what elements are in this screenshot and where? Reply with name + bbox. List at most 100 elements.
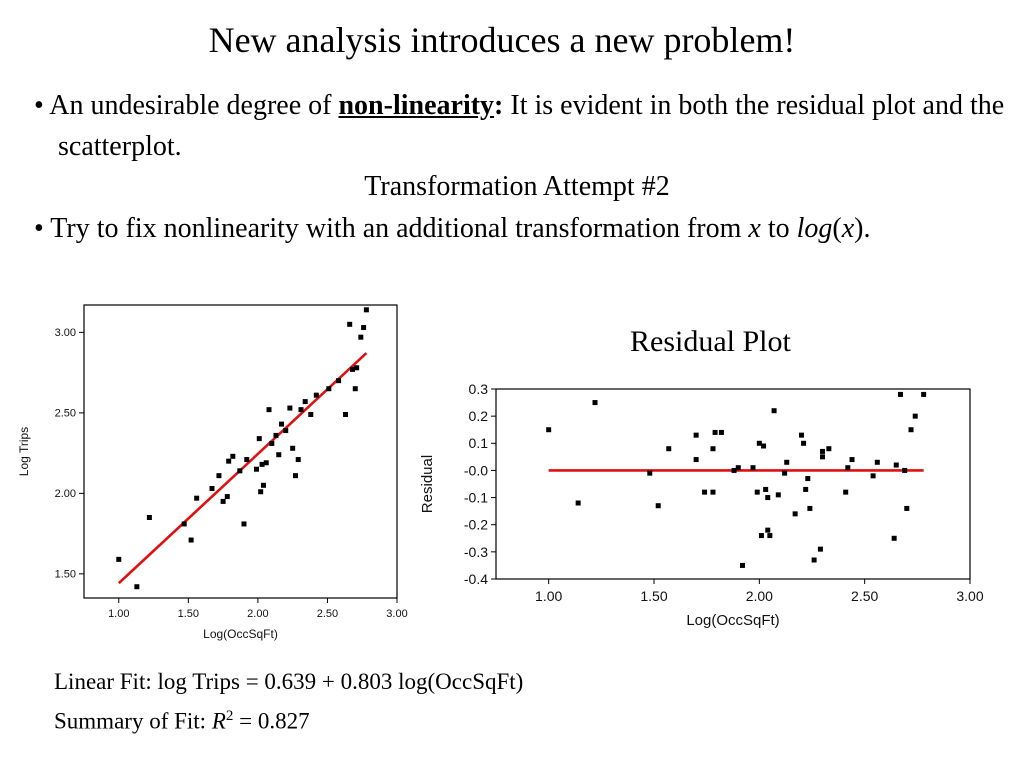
data-point: [817, 546, 823, 552]
data-point: [287, 405, 293, 411]
data-point: [784, 459, 790, 465]
data-point: [908, 427, 914, 433]
data-point: [361, 325, 367, 331]
data-point: [718, 429, 724, 435]
data-point: [843, 489, 849, 495]
data-point: [273, 432, 279, 438]
r-squared-value: = 0.827: [233, 708, 310, 734]
summary-of-fit-label: Summary of Fit:: [54, 708, 212, 734]
bullet-1-pre: An undesirable degree of: [49, 90, 339, 121]
data-point: [258, 489, 264, 495]
y-tick-label: 0.3: [469, 381, 489, 397]
bullet-nonlinearity: • An undesirable degree of non-linearity…: [34, 90, 1005, 162]
data-point: [209, 486, 215, 492]
bullet-2-x-arg: x: [841, 213, 855, 244]
x-tick-label: 2.00: [247, 608, 268, 620]
transformation-subtitle: Transformation Attempt #2: [364, 171, 670, 202]
summary-of-fit: Summary of Fit: R2 = 0.827: [54, 699, 523, 739]
fit-line: [117, 352, 368, 585]
data-point: [763, 486, 769, 492]
data-point: [771, 408, 777, 414]
data-point: [592, 400, 598, 406]
data-point: [731, 467, 737, 473]
data-point: [276, 452, 282, 458]
data-point: [904, 505, 910, 511]
data-point: [702, 489, 708, 495]
data-point: [241, 521, 247, 527]
bullet-2-paren-close: ).: [854, 213, 871, 244]
data-point: [326, 386, 332, 392]
data-point: [805, 476, 811, 482]
y-tick-label: 2.50: [55, 408, 76, 420]
data-point: [756, 440, 762, 446]
data-point: [263, 460, 269, 466]
bullet-2-mid: to: [760, 213, 797, 244]
data-point: [758, 533, 764, 539]
x-tick-label: 3.00: [386, 608, 407, 620]
data-point: [712, 429, 718, 435]
data-point: [256, 436, 262, 442]
data-point: [269, 440, 275, 446]
y-tick-label: 3.00: [55, 327, 76, 339]
scatterplot-log-trips: 1.00 1.50 2.00 2.50 3.00 1.50 2.00 2.50 3.00 Log(…: [17, 304, 408, 641]
data-point: [820, 448, 826, 454]
data-point: [290, 445, 296, 451]
x-tick-label: 1.00: [108, 608, 129, 620]
data-point: [283, 428, 289, 434]
bullet-2-paren-open: (: [832, 213, 842, 244]
data-point: [313, 392, 319, 398]
data-point: [761, 443, 767, 449]
y-tick-label: -0.4: [464, 571, 488, 587]
y-tick-label: -0.0: [464, 462, 488, 478]
data-point: [765, 527, 771, 533]
r-squared-exponent: 2: [225, 708, 234, 724]
data-point: [546, 427, 552, 433]
bullet-log-transform: • Try to fix nonlinearity with an additi…: [34, 213, 871, 244]
plot-frame: [495, 388, 971, 580]
data-point: [266, 407, 272, 413]
data-point: [807, 505, 813, 511]
y-tick-label: -0.2: [464, 517, 488, 533]
r-squared-symbol: R: [211, 708, 226, 734]
bullet-2-pre: Try to fix nonlinearity with an addition…: [50, 213, 749, 244]
data-point: [216, 473, 222, 479]
data-point: [134, 584, 140, 590]
linear-fit-equation: Linear Fit: log Trips = 0.639 + 0.803 lo…: [54, 669, 524, 694]
data-point: [693, 432, 699, 438]
data-point: [116, 556, 122, 562]
data-point: [775, 492, 781, 498]
data-point: [693, 457, 699, 463]
data-point: [912, 413, 918, 419]
data-point: [575, 500, 581, 506]
residual-plot: 1.00 1.50 2.00 2.50 3.00 0.3 0.2 0.1 -0.0 -0.1 -0.…: [419, 381, 984, 629]
data-point: [798, 432, 804, 438]
data-point: [893, 462, 899, 468]
y-axis-label: Log Trips: [17, 427, 31, 476]
plot-frame: [83, 304, 398, 599]
y-tick-label: 2.00: [55, 488, 76, 500]
data-point: [891, 535, 897, 541]
data-point: [792, 511, 798, 517]
data-point: [146, 515, 152, 521]
data-point: [765, 495, 771, 501]
data-point: [735, 465, 741, 471]
data-point: [347, 321, 353, 327]
x-tick-label: 1.50: [178, 608, 199, 620]
data-point: [710, 489, 716, 495]
data-point: [292, 473, 298, 479]
data-point: [220, 498, 226, 504]
data-point: [279, 421, 285, 427]
data-point: [343, 411, 349, 417]
data-point: [237, 468, 243, 474]
y-tick-label: -0.3: [464, 544, 488, 560]
data-point: [298, 407, 304, 413]
x-tick-label: 2.00: [746, 588, 773, 604]
data-point: [188, 537, 194, 543]
x-tick-label: 1.50: [640, 588, 667, 604]
data-point: [363, 307, 369, 313]
x-tick-label: 2.50: [317, 608, 338, 620]
data-point: [826, 446, 832, 452]
data-point: [358, 334, 364, 340]
data-point: [349, 366, 355, 372]
x-tick-label: 1.00: [535, 588, 562, 604]
